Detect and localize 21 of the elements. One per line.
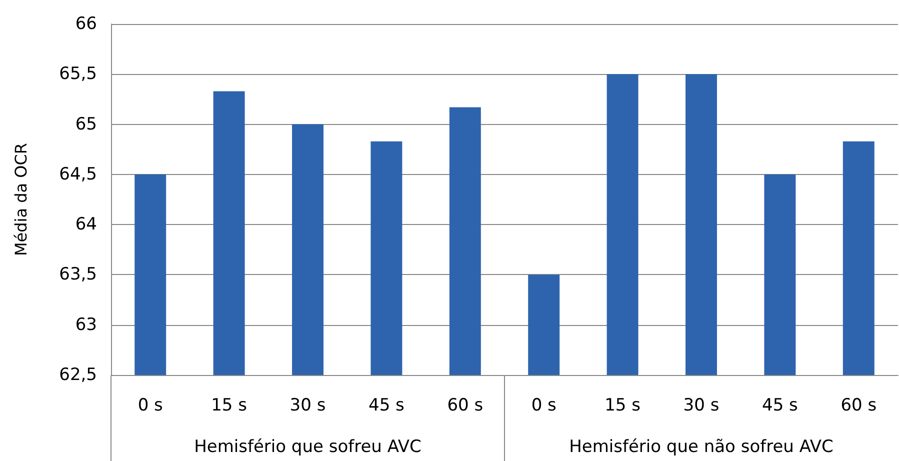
x-tick-label: 30 s — [290, 396, 326, 416]
y-tick-label: 63 — [75, 314, 97, 335]
text: Hemisfério que não sofreu AVC — [569, 437, 834, 457]
y-tick-label: 65,5 — [59, 64, 97, 84]
x-tick-label: 60 s — [840, 396, 877, 416]
y-tick-label: 64 — [75, 214, 97, 235]
x-tick-label: 0 s — [531, 396, 557, 416]
y-axis-title: Média da OCR — [12, 142, 30, 256]
x-tick-label: 45 s — [762, 396, 798, 416]
x-tick-label: 15 s — [604, 396, 641, 416]
y-tick-label: 65 — [75, 114, 97, 134]
x-tick-label: 30 s — [683, 396, 720, 416]
x-tick-label: 45 s — [368, 396, 405, 416]
text: Hemisfério que sofreu AVC — [194, 437, 422, 457]
y-tick-label: 66 — [75, 14, 97, 34]
x-tick-label: 0 s — [138, 396, 164, 416]
x-tick-label: 60 s — [447, 396, 484, 416]
y-tick-label: 63,5 — [59, 264, 97, 285]
y-tick-label: 64,5 — [59, 164, 97, 184]
x-tick-label: 15 s — [211, 396, 248, 416]
y-tick-label: 62,5 — [59, 365, 97, 385]
